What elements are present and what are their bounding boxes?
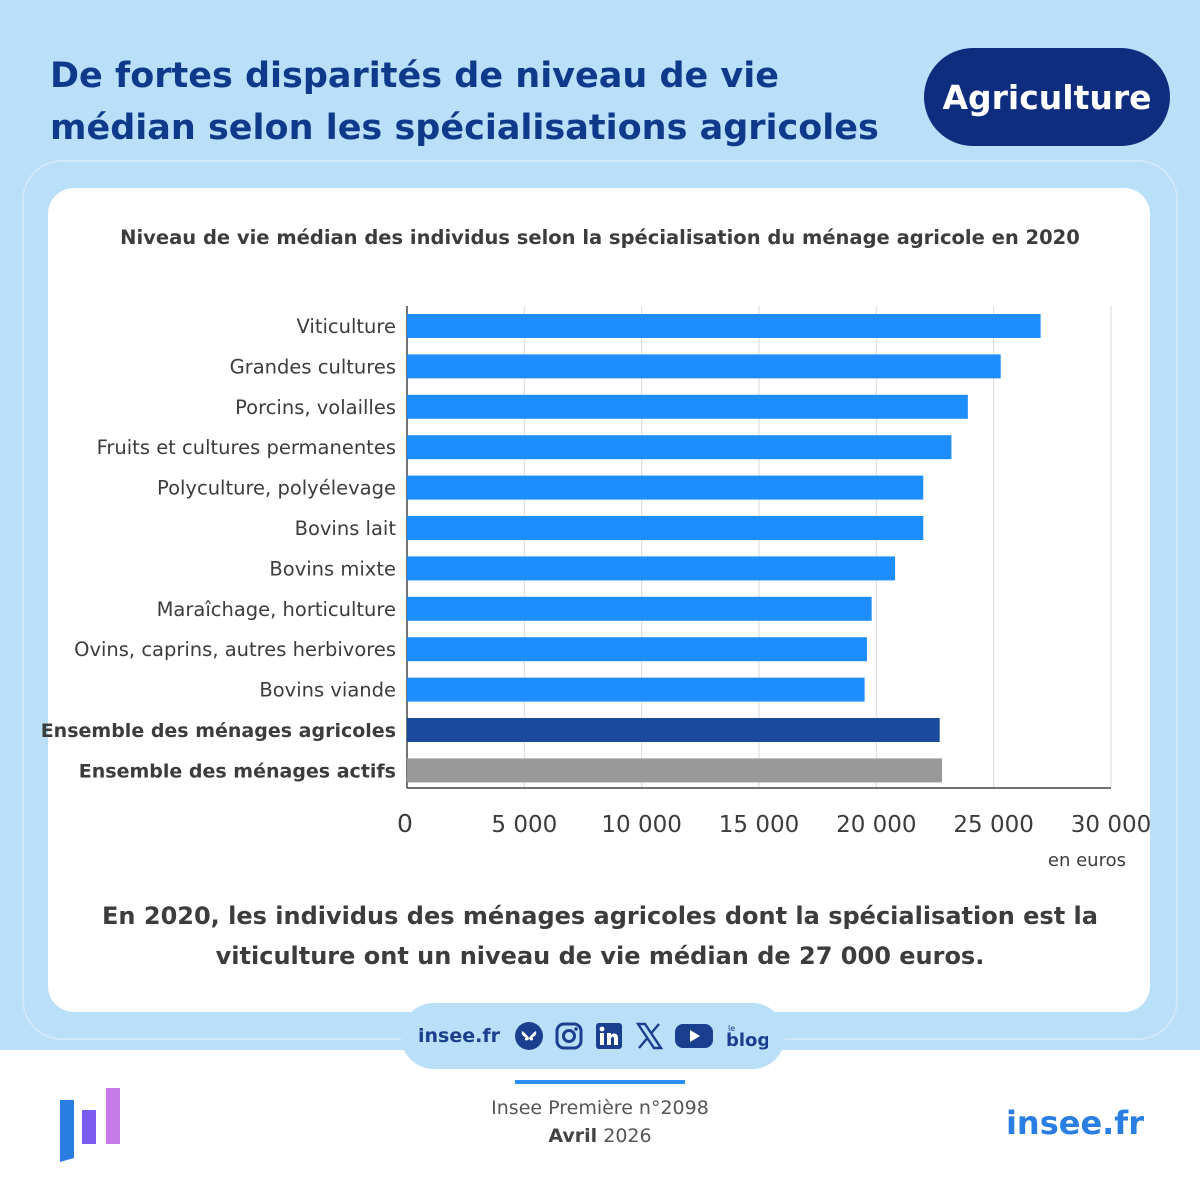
category-label: Fruits et cultures permanentes xyxy=(97,436,396,459)
insee-logo-icon xyxy=(60,1088,120,1162)
axis-unit-label: en euros xyxy=(1047,850,1126,871)
bar xyxy=(407,556,896,581)
category-label: Ensemble des ménages actifs xyxy=(79,760,396,782)
bar xyxy=(407,314,1041,338)
bar xyxy=(407,596,872,621)
x-tick-label: 10 000 xyxy=(601,812,681,838)
x-tick-label: 0 xyxy=(397,809,413,838)
x-tick-label: 20 000 xyxy=(836,812,916,838)
category-label: Viticulture xyxy=(297,315,396,338)
footer xyxy=(0,1050,1200,1200)
instagram-icon[interactable] xyxy=(554,1021,584,1051)
bar xyxy=(407,516,924,540)
category-label: Ovins, caprins, autres herbivores xyxy=(74,638,396,661)
chart-title: Niveau de vie médian des individus selon… xyxy=(120,226,1080,249)
publication-name: Insee Première n°2098 xyxy=(491,1097,709,1119)
publication-date: Avril 2026 xyxy=(0,1122,1200,1150)
category-label: Bovins mixte xyxy=(269,557,396,580)
category-label: Porcins, volailles xyxy=(235,396,396,419)
linkedin-icon[interactable] xyxy=(594,1021,624,1051)
bar xyxy=(407,718,940,742)
category-label: Grandes cultures xyxy=(230,355,396,378)
blog-small-label: le xyxy=(728,1024,735,1033)
x-tick-label: 25 000 xyxy=(953,812,1033,838)
footer-site-link[interactable]: insee.fr xyxy=(1005,1104,1144,1142)
x-tick-label: 30 000 xyxy=(1071,812,1151,838)
bar xyxy=(407,394,968,419)
page-title: De fortes disparités de niveau de vie mé… xyxy=(50,56,879,148)
x-icon[interactable] xyxy=(634,1021,664,1051)
publication-year: 2026 xyxy=(603,1125,652,1147)
blog-icon[interactable]: le blog xyxy=(724,1021,768,1051)
category-label: Bovins viande xyxy=(259,679,396,702)
bar xyxy=(407,677,865,702)
category-label: Ensemble des ménages agricoles xyxy=(41,720,396,742)
x-tick-label: 15 000 xyxy=(719,812,799,838)
bar xyxy=(407,354,1001,379)
x-tick-label: 5 000 xyxy=(491,812,557,838)
social-bar: insee.fr le blog xyxy=(401,1003,785,1069)
bar xyxy=(407,758,943,783)
social-site-link[interactable]: insee.fr xyxy=(418,1025,500,1047)
bar xyxy=(407,475,924,500)
publication-info: Insee Première n°2098 Avril 2026 xyxy=(0,1094,1200,1150)
publication-month: Avril xyxy=(548,1125,598,1147)
bar xyxy=(407,435,952,460)
bluesky-icon[interactable] xyxy=(514,1021,544,1051)
footer-divider xyxy=(515,1080,685,1084)
category-label: Polyculture, polyélevage xyxy=(157,477,396,500)
category-label: Bovins lait xyxy=(295,517,397,540)
youtube-icon[interactable] xyxy=(674,1021,714,1051)
category-tag: Agriculture xyxy=(924,48,1170,146)
blog-label: blog xyxy=(726,1030,768,1051)
chart-caption: En 2020, les individus des ménages agric… xyxy=(102,902,1098,970)
category-label: Maraîchage, horticulture xyxy=(157,598,396,621)
bar xyxy=(407,637,867,662)
